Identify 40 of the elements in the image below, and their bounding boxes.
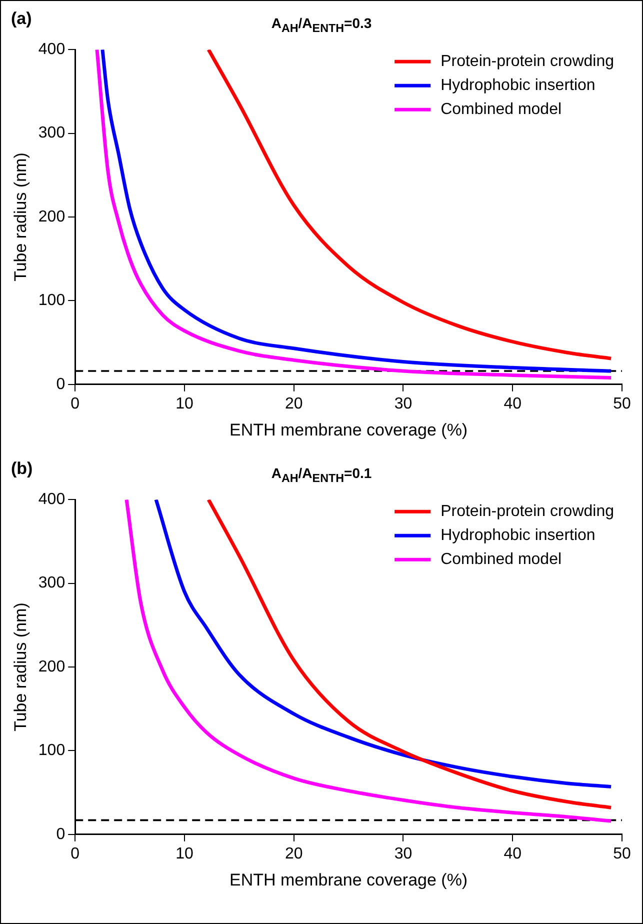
y-tick-label: 400: [38, 41, 66, 58]
line-series: [154, 500, 613, 788]
x-tick-label: 0: [70, 845, 80, 862]
x-tick-label: 40: [504, 845, 522, 862]
line-series: [206, 500, 613, 810]
line-series: [206, 50, 613, 360]
x-tick-label: 0: [70, 395, 80, 412]
x-tick-label: 10: [176, 845, 194, 862]
y-tick-label: 200: [38, 208, 66, 226]
y-axis-title: Tube radius (nm): [10, 602, 30, 732]
y-tick-label: 400: [38, 491, 66, 508]
x-tick-label: 20: [284, 845, 303, 862]
y-tick-label: 300: [38, 574, 66, 592]
x-tick-label: 30: [394, 395, 412, 412]
y-tick-label: 200: [38, 658, 66, 676]
x-tick-label: 30: [394, 845, 412, 862]
chart-title: A$_{AH}$/A$_{ENTH}$=0.3: [271, 15, 372, 35]
chart-title: A$_{AH}$/A$_{ENTH}$=0.1: [271, 465, 372, 485]
line-series: [124, 500, 613, 823]
y-tick-label: 300: [38, 124, 66, 142]
text: (a): [11, 9, 32, 29]
y-tick-label: 100: [38, 292, 66, 310]
y-tick-label: 0: [56, 376, 66, 393]
x-axis-title: ENTH membrane coverage (%): [230, 420, 468, 440]
legend-label: Combined model: [440, 101, 562, 118]
y-tick-label: 0: [56, 826, 66, 843]
legend-label: Hydrophobic insertion: [440, 527, 596, 544]
x-tick-label: 10: [176, 395, 194, 412]
legend-label: Protein-protein crowding: [440, 53, 614, 70]
x-tick-label: 40: [504, 395, 522, 412]
y-tick-label: 100: [38, 742, 66, 760]
text: (b): [11, 459, 33, 479]
legend-label: Protein-protein crowding: [440, 503, 614, 520]
x-tick-label: 50: [613, 845, 631, 862]
y-axis-title: Tube radius (nm): [10, 152, 30, 282]
x-tick-label: 50: [613, 395, 631, 412]
x-tick-label: 20: [284, 395, 303, 412]
legend-label: Hydrophobic insertion: [440, 77, 596, 94]
x-axis-title: ENTH membrane coverage (%): [230, 870, 468, 890]
legend-label: Combined model: [440, 551, 562, 568]
